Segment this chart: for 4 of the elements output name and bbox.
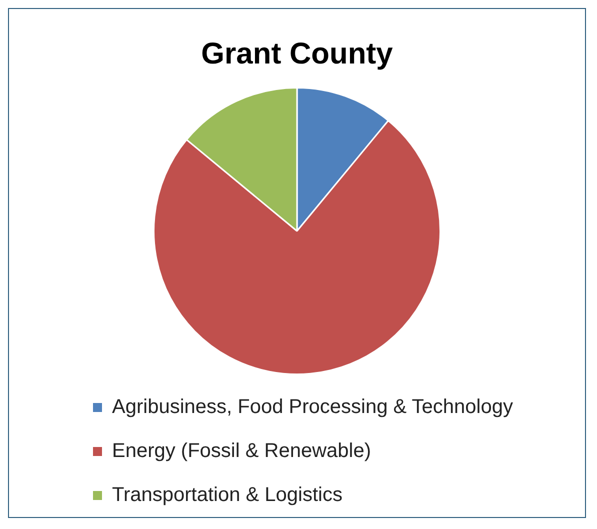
legend-label: Energy (Fossil & Renewable) (112, 440, 371, 462)
chart-title: Grant County (201, 37, 394, 70)
legend-label: Agribusiness, Food Processing & Technology (112, 396, 513, 418)
legend-label: Transportation & Logistics (112, 484, 342, 506)
